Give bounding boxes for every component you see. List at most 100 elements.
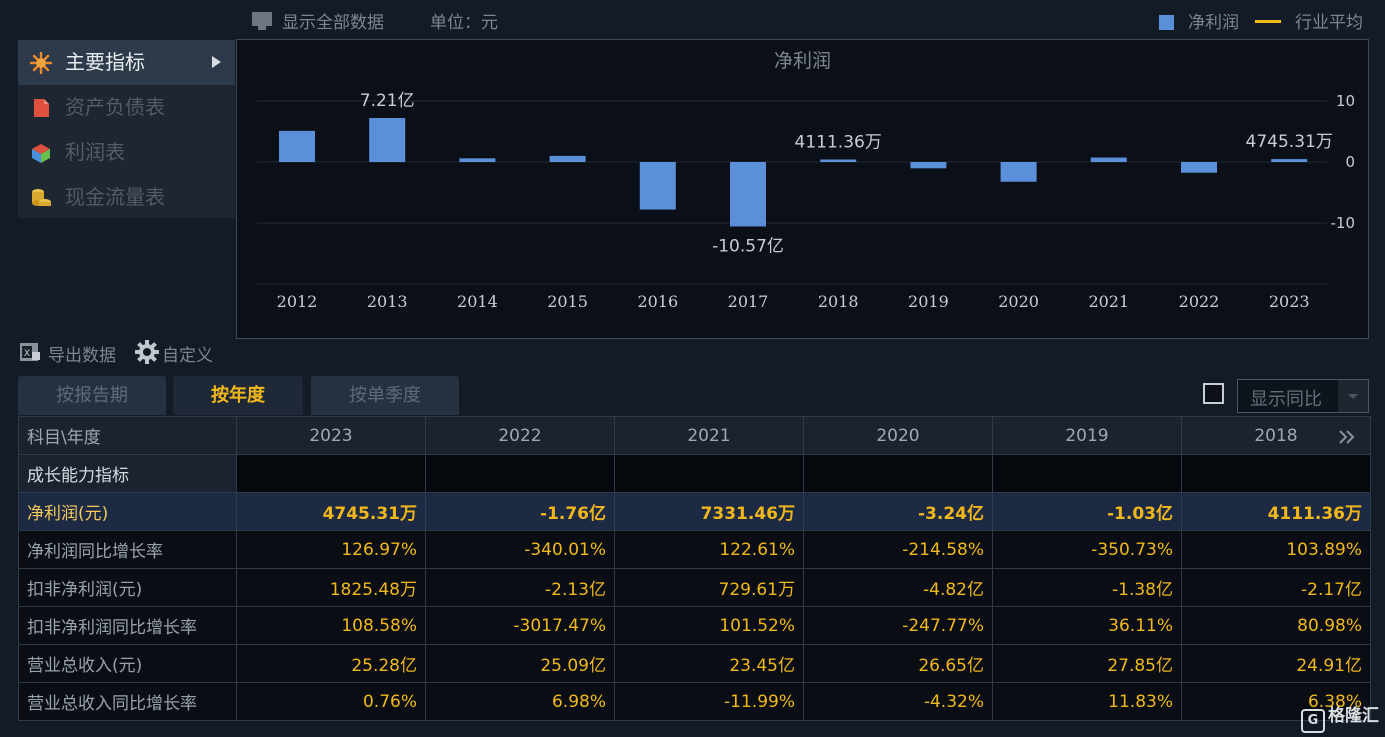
table-row[interactable]: 净利润(元) 4745.31万 -1.76亿 7331.46万 -3.24亿 -1.03亿… bbox=[18, 492, 1371, 531]
table-row[interactable]: 扣非净利润(元) 1825.48万 -2.13亿 729.61万 -4.82亿 -1.38… bbox=[18, 568, 1371, 607]
bar bbox=[369, 118, 406, 162]
x-tick-label: 2018 bbox=[818, 292, 859, 311]
row-label: 扣非净利润(元) bbox=[18, 568, 237, 607]
value-cell: -1.03亿 bbox=[992, 492, 1182, 531]
yoy-select[interactable]: 显示同比 bbox=[1237, 379, 1369, 413]
y-tick-label: -10 bbox=[1331, 214, 1356, 232]
sidebar-menu: 主要指标 资产负债表 利润表 现金流量表 bbox=[18, 40, 235, 218]
bar bbox=[1000, 162, 1037, 182]
table-row[interactable]: 净利润同比增长率 126.97% -340.01% 122.61% -214.58% -3… bbox=[18, 530, 1371, 569]
year-header[interactable]: 2018 bbox=[1254, 425, 1298, 446]
tab-by-quarter[interactable]: 按单季度 bbox=[311, 376, 459, 415]
x-tick-label: 2020 bbox=[998, 292, 1039, 311]
x-tick-label: 2023 bbox=[1269, 292, 1310, 311]
value-cell: 4745.31万 bbox=[236, 492, 426, 531]
value-cell: -4.82亿 bbox=[803, 568, 993, 607]
menu-label: 主要指标 bbox=[65, 50, 145, 74]
menu-item-cash-flow[interactable]: 现金流量表 bbox=[18, 175, 235, 220]
x-tick-label: 2022 bbox=[1179, 292, 1220, 311]
value-cell: 4111.36万 bbox=[1181, 492, 1371, 531]
value-cell: 23.45亿 bbox=[614, 644, 804, 683]
value-cell: -214.58% bbox=[803, 530, 993, 569]
bar bbox=[549, 155, 586, 162]
bar bbox=[459, 158, 496, 162]
value-cell: 25.09亿 bbox=[425, 644, 615, 683]
gear-icon[interactable] bbox=[134, 339, 160, 365]
coins-icon bbox=[32, 189, 51, 206]
row-label: 营业总收入同比增长率 bbox=[18, 682, 237, 721]
logo-icon: G bbox=[1301, 709, 1325, 733]
chevron-down-icon[interactable] bbox=[1338, 380, 1368, 412]
value-cell: 6.38% bbox=[1181, 682, 1371, 721]
excel-export-icon[interactable]: X bbox=[18, 340, 42, 364]
value-cell: -1.38亿 bbox=[992, 568, 1182, 607]
financial-table: 科目\年度 2023 2022 2021 2020 2019 2018 成长能力… bbox=[18, 416, 1371, 721]
value-cell: -2.13亿 bbox=[425, 568, 615, 607]
bar bbox=[1090, 157, 1127, 162]
year-header[interactable]: 2019 bbox=[992, 416, 1182, 455]
menu-item-main-indicators[interactable]: 主要指标 bbox=[18, 40, 235, 85]
value-cell: 1825.48万 bbox=[236, 568, 426, 607]
value-cell: -3.24亿 bbox=[803, 492, 993, 531]
section-row: 成长能力指标 bbox=[18, 454, 1371, 493]
menu-label: 利润表 bbox=[65, 140, 125, 164]
value-cell: 80.98% bbox=[1181, 606, 1371, 645]
empty-cell bbox=[425, 454, 615, 493]
x-tick-label: 2019 bbox=[908, 292, 949, 311]
value-cell: 103.89% bbox=[1181, 530, 1371, 569]
tab-by-year[interactable]: 按年度 bbox=[173, 376, 303, 415]
bar bbox=[1181, 162, 1217, 173]
chart-title: 净利润 bbox=[774, 50, 831, 72]
menu-item-balance-sheet[interactable]: 资产负债表 bbox=[18, 85, 235, 130]
x-tick-label: 2014 bbox=[457, 292, 498, 311]
show-yoy-checkbox[interactable] bbox=[1203, 383, 1224, 404]
empty-cell bbox=[992, 454, 1182, 493]
x-tick-label: 2015 bbox=[547, 292, 588, 311]
table-row[interactable]: 扣非净利润同比增长率 108.58% -3017.47% 101.52% -247.77… bbox=[18, 606, 1371, 645]
show-all-data-toggle[interactable]: 显示全部数据 bbox=[282, 13, 384, 33]
chart-legend: 净利润 行业平均 bbox=[1159, 8, 1363, 33]
menu-item-income-statement[interactable]: 利润表 bbox=[18, 130, 235, 175]
row-label: 营业总收入(元) bbox=[18, 644, 237, 683]
empty-cell bbox=[236, 454, 426, 493]
legend-line-swatch bbox=[1255, 20, 1281, 23]
unit-label: 单位：元 bbox=[430, 13, 498, 33]
caret-right-icon bbox=[212, 56, 221, 68]
table-row[interactable]: 营业总收入(元) 25.28亿 25.09亿 23.45亿 26.65亿 27.85亿 24… bbox=[18, 644, 1371, 683]
value-cell: 122.61% bbox=[614, 530, 804, 569]
bar bbox=[279, 130, 315, 162]
year-header[interactable]: 2023 bbox=[236, 416, 426, 455]
legend-line-label[interactable]: 行业平均 bbox=[1295, 13, 1363, 33]
x-tick-label: 2021 bbox=[1088, 292, 1129, 311]
double-chevron-right-icon[interactable] bbox=[1338, 428, 1356, 446]
value-cell: -350.73% bbox=[992, 530, 1182, 569]
export-data-button[interactable]: 导出数据 bbox=[48, 346, 116, 366]
value-cell: 26.65亿 bbox=[803, 644, 993, 683]
legend-bar-label[interactable]: 净利润 bbox=[1188, 13, 1239, 33]
year-header-last: 2018 bbox=[1181, 416, 1371, 455]
value-cell: 6.98% bbox=[425, 682, 615, 721]
menu-label: 资产负债表 bbox=[65, 95, 165, 119]
svg-text:X: X bbox=[24, 349, 30, 359]
row-label: 净利润同比增长率 bbox=[18, 530, 237, 569]
year-header[interactable]: 2022 bbox=[425, 416, 615, 455]
value-cell: -1.76亿 bbox=[425, 492, 615, 531]
monitor-icon[interactable] bbox=[252, 12, 272, 30]
year-header[interactable]: 2021 bbox=[614, 416, 804, 455]
corner-header: 科目\年度 bbox=[18, 416, 237, 455]
value-cell: 7331.46万 bbox=[614, 492, 804, 531]
watermark-logo: G 格隆汇 bbox=[1301, 701, 1379, 733]
empty-cell bbox=[803, 454, 993, 493]
bar bbox=[820, 159, 857, 162]
customize-button[interactable]: 自定义 bbox=[162, 346, 213, 366]
value-cell: 36.11% bbox=[992, 606, 1182, 645]
table-row[interactable]: 营业总收入同比增长率 0.76% 6.98% -11.99% -4.32% 11.83% 6… bbox=[18, 682, 1371, 721]
section-title: 成长能力指标 bbox=[18, 454, 237, 493]
star-icon bbox=[30, 52, 52, 74]
value-cell: 729.61万 bbox=[614, 568, 804, 607]
bar bbox=[910, 162, 947, 169]
year-header[interactable]: 2020 bbox=[803, 416, 993, 455]
tab-by-report-period[interactable]: 按报告期 bbox=[18, 376, 166, 415]
y-tick-label: 10 bbox=[1336, 92, 1355, 110]
data-label: 7.21亿 bbox=[360, 91, 415, 111]
